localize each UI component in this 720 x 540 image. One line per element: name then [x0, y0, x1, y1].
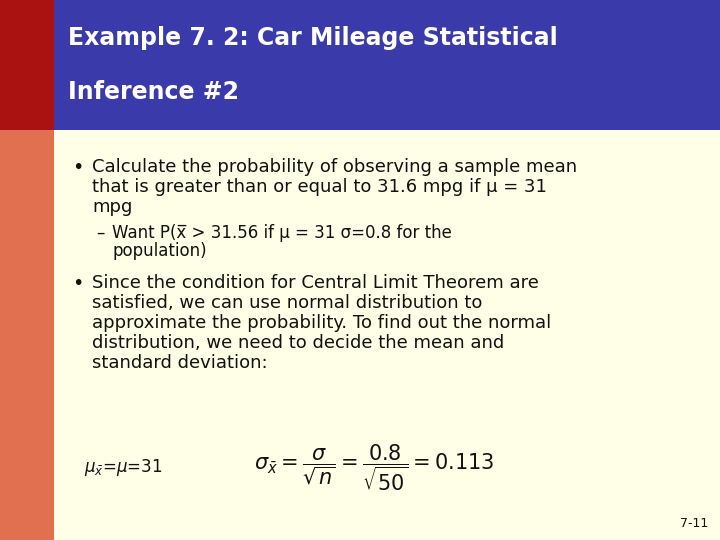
Text: Inference #2: Inference #2	[68, 80, 239, 104]
Text: •: •	[72, 158, 84, 177]
Text: –: –	[96, 224, 104, 242]
Bar	[54, 130, 720, 540]
Text: Calculate the probability of observing a sample mean: Calculate the probability of observing a…	[92, 158, 577, 176]
Bar	[0, 0, 54, 130]
Text: distribution, we need to decide the mean and: distribution, we need to decide the mean…	[92, 334, 504, 352]
Bar	[54, 0, 720, 130]
Text: $\sigma_{\bar{x}} = \dfrac{\sigma}{\sqrt{n}} = \dfrac{0.8}{\sqrt{50}} = 0.113$: $\sigma_{\bar{x}} = \dfrac{\sigma}{\sqrt…	[254, 443, 495, 494]
Text: that is greater than or equal to 31.6 mpg if μ = 31: that is greater than or equal to 31.6 mp…	[92, 178, 547, 196]
Text: 7-11: 7-11	[680, 517, 708, 530]
Text: Want P(x̅ > 31.56 if μ = 31 σ=0.8 for the: Want P(x̅ > 31.56 if μ = 31 σ=0.8 for th…	[112, 224, 452, 242]
Text: Since the condition for Central Limit Theorem are: Since the condition for Central Limit Th…	[92, 274, 539, 292]
Text: •: •	[72, 274, 84, 293]
Text: standard deviation:: standard deviation:	[92, 354, 268, 372]
Text: satisfied, we can use normal distribution to: satisfied, we can use normal distributio…	[92, 294, 482, 312]
Bar	[0, 130, 54, 540]
Text: population): population)	[112, 242, 207, 260]
Text: Example 7. 2: Car Mileage Statistical: Example 7. 2: Car Mileage Statistical	[68, 26, 558, 50]
Text: approximate the probability. To find out the normal: approximate the probability. To find out…	[92, 314, 552, 332]
Text: $\mu_{\bar{x}}$=$\mu$=31: $\mu_{\bar{x}}$=$\mu$=31	[84, 457, 162, 478]
Text: mpg: mpg	[92, 198, 132, 216]
